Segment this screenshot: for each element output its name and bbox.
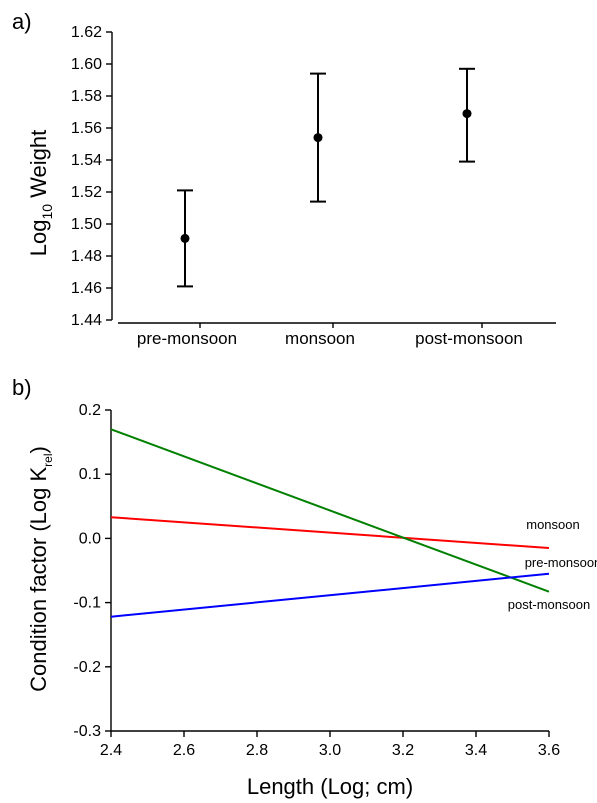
panel-a-marks — [177, 67, 475, 288]
series-line-post-monsoon — [110, 572, 550, 618]
panel-a-axes: 1.44 1.46 1.48 1.50 1.52 1.54 1.56 1.58 1.60 1.62… — [71, 24, 556, 348]
panel-a-y-tick-label: 1.48 — [71, 248, 102, 265]
panel-b-y-tick-label: -0.1 — [73, 595, 101, 612]
panel-a-category-label: post-monsoon — [415, 329, 523, 348]
panel-b-y-axis-title: Condition factor (Log Krel) — [26, 446, 55, 692]
panel-b-label: b) — [12, 375, 32, 400]
panel-b-axes: -0.3 -0.2 -0.1 0.0 0.1 0.2 2.4 2.6 2.8 3.0 3.2 3.4 3… — [73, 402, 560, 759]
panel-a-y-tick-label: 1.44 — [71, 312, 102, 329]
panel-b-x-tick-label: 2.4 — [100, 742, 122, 759]
panel-b-y-tick-label: -0.3 — [73, 723, 101, 740]
mean-point — [180, 233, 190, 243]
panel-a-y-axis-title: Log10 Weight — [26, 130, 55, 256]
mean-point — [462, 109, 472, 119]
mean-point — [313, 133, 323, 143]
panel-a-category-label: monsoon — [285, 329, 355, 348]
panel-a-y-tick-label: 1.50 — [71, 216, 102, 233]
panel-a-y-tick-label: 1.52 — [71, 184, 102, 201]
series-line-pre-monsoon — [110, 428, 550, 593]
panel-a-y-tick-label: 1.54 — [71, 152, 102, 169]
panel-b-x-tick-label: 3.2 — [392, 742, 414, 759]
panel-b-y-tick-label: 0.2 — [79, 402, 101, 419]
series-label-post-monsoon: post-monsoon — [508, 597, 590, 612]
panel-b-x-tick-label: 3.0 — [319, 742, 341, 759]
panel-a-y-tick-label: 1.56 — [71, 120, 102, 137]
series-line-monsoon — [110, 516, 550, 550]
panel-a-chart: a) Log10 Weight 1.44 1.46 1.48 1.50 1.52 1.54… — [12, 9, 556, 348]
panel-a-y-tick-label: 1.62 — [71, 24, 102, 41]
panel-b-x-tick-label: 2.8 — [246, 742, 268, 759]
panel-b-chart: b) Condition factor (Log Krel) Length (L… — [12, 375, 597, 799]
panel-a-y-tick-label: 1.46 — [71, 280, 102, 297]
panel-b-y-tick-label: 0.1 — [79, 466, 101, 483]
panel-a-y-tick-label: 1.58 — [71, 88, 102, 105]
series-label-monsoon: monsoon — [526, 517, 579, 532]
panel-b-x-axis-title: Length (Log; cm) — [247, 774, 413, 799]
panel-b-x-tick-label: 3.6 — [538, 742, 560, 759]
series-label-pre-monsoon: pre-monsoon — [525, 555, 597, 570]
panel-b-x-tick-label: 3.4 — [465, 742, 487, 759]
panel-a-label: a) — [12, 9, 32, 34]
panel-b-x-tick-label: 2.6 — [173, 742, 195, 759]
panel-b-marks: monsoon pre-monsoon post-monsoon — [110, 428, 597, 618]
panel-a-y-tick-label: 1.60 — [71, 56, 102, 73]
panel-b-y-tick-label: -0.2 — [73, 659, 101, 676]
panel-a-category-label: pre-monsoon — [137, 329, 237, 348]
panel-b-y-tick-label: 0.0 — [79, 530, 101, 547]
